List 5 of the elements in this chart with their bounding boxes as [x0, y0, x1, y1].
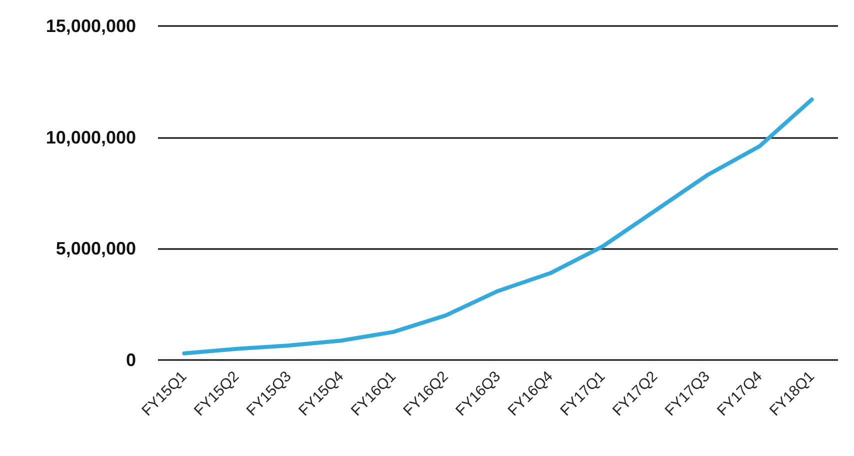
y-tick-label: 0 — [126, 350, 136, 370]
y-tick-label: 5,000,000 — [56, 238, 136, 259]
y-tick-label: 15,000,000 — [46, 16, 136, 36]
y-tick-label: 10,000,000 — [46, 127, 136, 148]
line-series — [182, 97, 814, 356]
